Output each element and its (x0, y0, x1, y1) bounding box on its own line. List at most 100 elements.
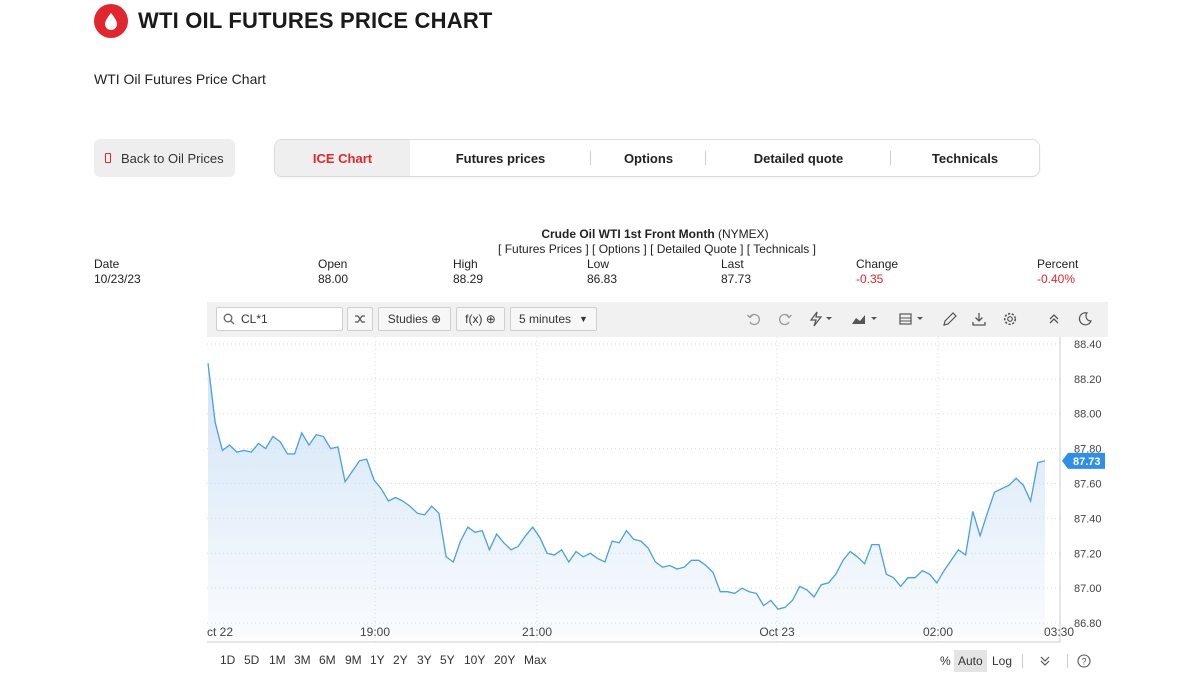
range-button-1m[interactable]: 1M (269, 653, 286, 667)
y-tick-label: 87.00 (1074, 583, 1102, 595)
price-line (207, 363, 1046, 610)
range-button-2y[interactable]: 2Y (393, 653, 408, 667)
quote-open-label: Open (318, 257, 348, 271)
last-price-label: 87.73 (1073, 456, 1101, 468)
x-tick-label: 03:30 (1044, 625, 1074, 639)
range-button-20y[interactable]: 20Y (494, 653, 516, 667)
interval-dropdown[interactable]: 5 minutes ▼ (510, 307, 597, 331)
range-button-1d[interactable]: 1D (220, 653, 236, 667)
quote-percent: Percent -0.40% (1037, 257, 1078, 287)
tab-futures-prices[interactable]: Futures prices (410, 140, 591, 176)
y-tick-label: 88.00 (1074, 409, 1102, 421)
tab-ice-chart[interactable]: ICE Chart (275, 140, 410, 176)
tab-label: Options (623, 150, 674, 166)
tab-group: ICE Chart Futures prices Options Detaile… (274, 139, 1040, 177)
pencil-icon[interactable] (940, 310, 960, 328)
quote-low: Low 86.83 (587, 257, 617, 287)
chart-toolbar: CL*1 Studies ⊕ f(x) ⊕ 5 minutes ▼ (207, 302, 1108, 337)
quote-high: High 88.29 (453, 257, 483, 287)
quote-open-value: 88.00 (318, 272, 349, 286)
chart-type-icon[interactable] (850, 310, 882, 328)
range-button-max[interactable]: Max (524, 653, 547, 667)
x-tick-label: 21:00 (522, 625, 552, 639)
y-tick-label: 88.20 (1074, 374, 1102, 386)
interval-label: 5 minutes (519, 312, 572, 326)
range-button-5d[interactable]: 5D (244, 653, 260, 667)
quote-date-label: Date (94, 257, 120, 271)
auto-scale-button[interactable]: Auto (954, 650, 987, 672)
quote-links[interactable]: [ Futures Prices ] [ Options ] [ Detaile… (498, 242, 816, 256)
quote-open: Open 88.00 (318, 257, 348, 287)
range-button-10y[interactable]: 10Y (464, 653, 486, 667)
collapse-up-icon[interactable] (1044, 310, 1064, 328)
studies-button[interactable]: Studies ⊕ (378, 307, 451, 331)
quote-change-value: -0.35 (856, 272, 884, 286)
tab-label: Futures prices (455, 150, 546, 166)
chevron-double-down-icon[interactable] (1039, 650, 1051, 672)
x-tick-label: 19:00 (360, 625, 390, 639)
oil-drop-icon (94, 4, 128, 38)
range-button-6m[interactable]: 6M (319, 653, 336, 667)
range-button-3m[interactable]: 3M (294, 653, 311, 667)
fx-button[interactable]: f(x) ⊕ (456, 307, 505, 331)
svg-text:?: ? (1081, 657, 1086, 667)
y-tick-label: 87.60 (1074, 479, 1102, 491)
range-button-3y[interactable]: 3Y (417, 653, 432, 667)
search-icon (223, 313, 235, 325)
back-to-oil-prices-button[interactable]: Back to Oil Prices (94, 139, 235, 177)
y-tick-label: 87.20 (1074, 548, 1102, 560)
percent-scale-button[interactable]: % (940, 654, 951, 668)
layout-icon[interactable] (897, 310, 929, 328)
tab-options[interactable]: Options (591, 140, 706, 176)
y-tick-label: 88.40 (1074, 339, 1102, 351)
help-icon[interactable]: ? (1077, 650, 1091, 672)
quote-high-value: 88.29 (453, 272, 484, 286)
redo-icon[interactable] (775, 310, 795, 328)
tab-label: Detailed quote (753, 150, 844, 166)
symbol-value: CL*1 (241, 312, 268, 326)
tab-label: Technicals (931, 150, 999, 166)
quote-last: Last 87.73 (721, 257, 751, 287)
page-header: WTI OIL FUTURES PRICE CHART (94, 4, 493, 38)
range-button-1y[interactable]: 1Y (370, 653, 385, 667)
tab-detailed-quote[interactable]: Detailed quote (706, 140, 891, 176)
undo-icon[interactable] (744, 310, 764, 328)
range-button-9m[interactable]: 9M (345, 653, 362, 667)
back-button-label: Back to Oil Prices (121, 150, 224, 166)
price-chart-svg: 88.40 88.20 88.00 87.80 87.60 87.40 87.20 87.00… (207, 337, 1105, 643)
y-tick-label: 87.40 (1074, 513, 1102, 525)
quote-low-label: Low (587, 257, 610, 271)
last-price-tag: 87.73 (1062, 452, 1105, 469)
quote-date-value: 10/23/23 (94, 272, 141, 286)
compare-button[interactable] (347, 307, 373, 331)
chevron-down-icon: ▼ (579, 314, 588, 324)
tab-technicals[interactable]: Technicals (891, 140, 1039, 176)
quote-low-value: 86.83 (587, 272, 618, 286)
price-chart[interactable]: 88.40 88.20 88.00 87.80 87.60 87.40 87.20 87.00… (207, 337, 1108, 649)
range-bar: 1D 5D 1M 3M 6M 9M 1Y 2Y 3Y 5Y 10Y 20Y Max % Auto Log… (207, 650, 1108, 672)
y-tick-label: 86.80 (1074, 618, 1102, 630)
page-title: WTI OIL FUTURES PRICE CHART (138, 8, 493, 33)
quote-exchange: (NYMEX) (718, 227, 769, 241)
download-icon[interactable] (969, 310, 989, 328)
quote-percent-value: -0.40% (1037, 272, 1076, 286)
quote-percent-label: Percent (1037, 257, 1079, 271)
quote-last-label: Last (721, 257, 744, 271)
quote-change-label: Change (856, 257, 899, 271)
moon-icon[interactable] (1075, 310, 1095, 328)
symbol-search-input[interactable]: CL*1 (216, 307, 343, 331)
gear-icon[interactable] (1000, 310, 1020, 328)
shuffle-icon (355, 315, 365, 323)
phone-icon (105, 153, 111, 163)
quote-date: Date 10/23/23 (94, 257, 141, 287)
log-scale-button[interactable]: Log (992, 654, 1013, 668)
tab-label: ICE Chart (312, 150, 373, 166)
x-tick-label: ct 22 (207, 625, 233, 639)
range-button-5y[interactable]: 5Y (440, 653, 455, 667)
y-tick-label: 87.80 (1074, 444, 1102, 456)
quote-last-value: 87.73 (721, 272, 752, 286)
price-area (208, 363, 1045, 637)
lightning-icon[interactable] (807, 310, 837, 328)
quote-change: Change -0.35 (856, 257, 898, 287)
quote-title: Crude Oil WTI 1st Front Month (NYMEX) (0, 227, 1200, 241)
